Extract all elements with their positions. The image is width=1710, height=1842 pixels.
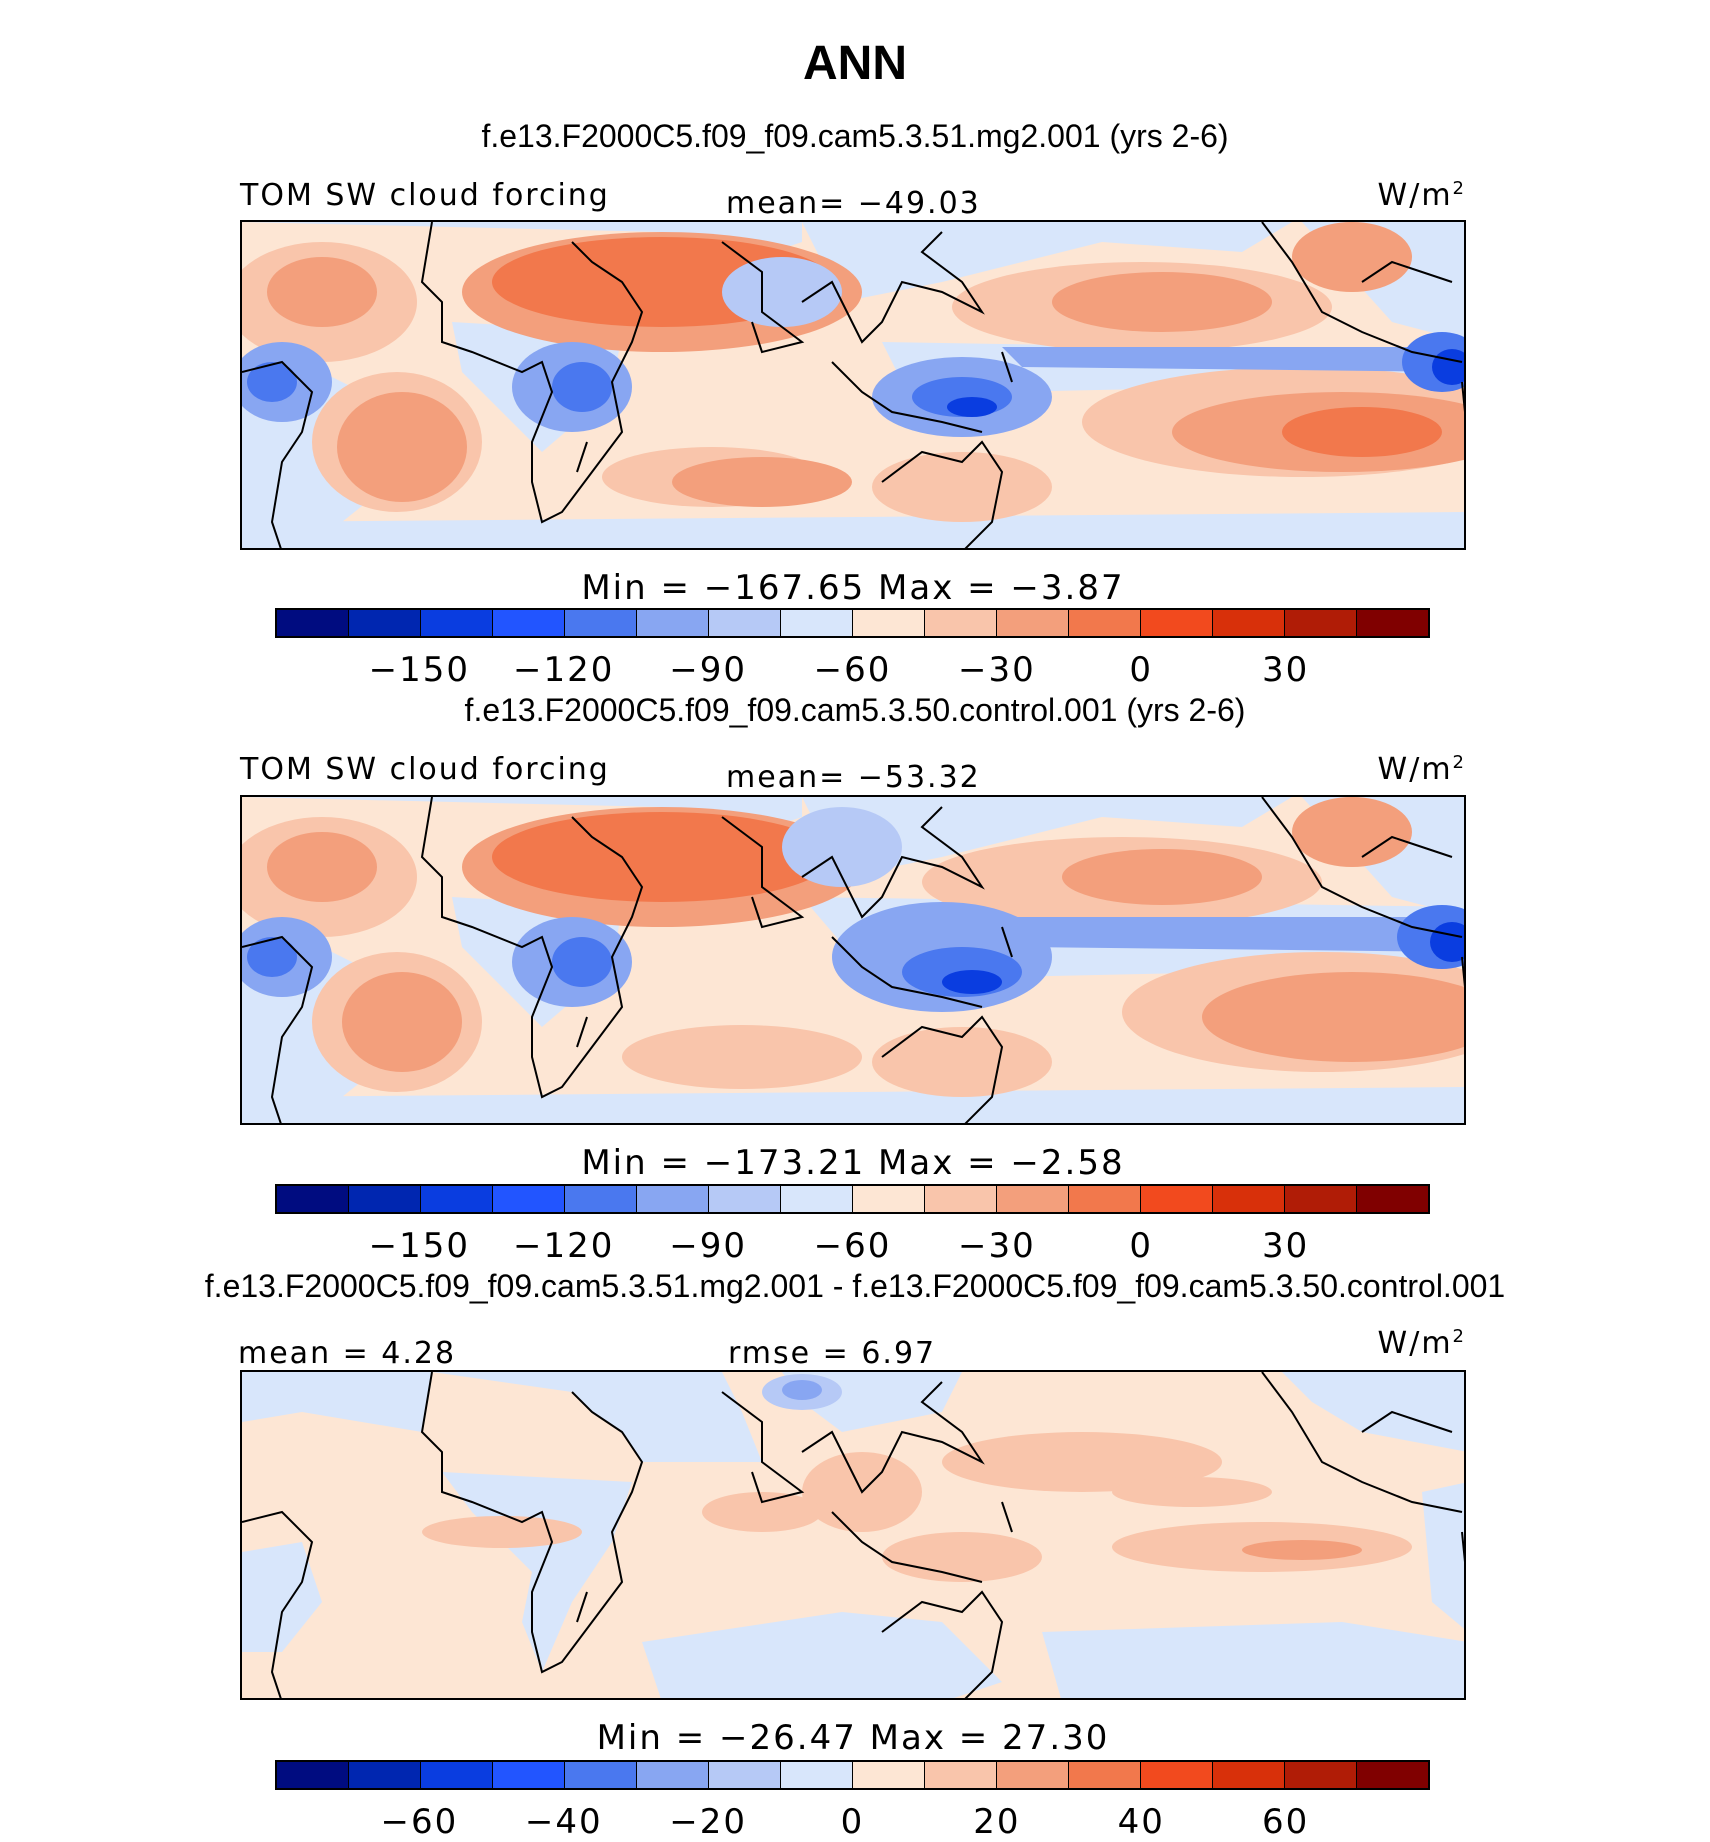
colorbar-tick-label: 0: [1129, 1226, 1154, 1266]
colorbar-tick-label: 60: [1261, 1802, 1310, 1842]
colorbar-swatch: [565, 1762, 637, 1788]
colorbar-swatch: [1285, 610, 1357, 636]
panel3-colorbar: [275, 1760, 1430, 1790]
colorbar-swatch: [1213, 1186, 1285, 1212]
colorbar-tick-label: −150: [368, 1226, 471, 1266]
colorbar-tick-label: 20: [973, 1802, 1021, 1842]
colorbar-swatch: [1357, 1186, 1428, 1212]
colorbar-tick-label: 40: [1117, 1802, 1165, 1842]
colorbar-swatch: [925, 1762, 997, 1788]
colorbar-swatch: [277, 1186, 349, 1212]
colorbar-swatch: [709, 1762, 781, 1788]
colorbar-swatch: [637, 610, 709, 636]
panel2-map: [240, 795, 1466, 1125]
colorbar-swatch: [349, 610, 421, 636]
panel3-units-label: W/m2: [1378, 1326, 1466, 1361]
panel1-minmax-label: Min = −167.65 Max = −3.87: [581, 568, 1125, 608]
colorbar-swatch: [349, 1762, 421, 1788]
colorbar-tick-label: −40: [524, 1802, 603, 1842]
colorbar-tick-label: −120: [513, 1226, 615, 1266]
panel1-units-base: W/m: [1377, 178, 1453, 213]
colorbar-swatch: [277, 1762, 349, 1788]
panel3-units-base: W/m: [1377, 1326, 1453, 1361]
colorbar-swatch: [1213, 610, 1285, 636]
panel3-rmse-label: rmse = 6.97: [728, 1336, 937, 1371]
panel3-minmax-label: Min = −26.47 Max = 27.30: [596, 1718, 1110, 1758]
panel1-map: [240, 220, 1466, 550]
colorbar-swatch: [1141, 610, 1213, 636]
colorbar-tick-label: −60: [813, 650, 892, 690]
colorbar-tick-label: 30: [1261, 650, 1310, 690]
panel3-case-title: f.e13.F2000C5.f09_f09.cam5.3.51.mg2.001 …: [204, 1268, 1506, 1304]
colorbar-swatch: [781, 1186, 853, 1212]
colorbar-swatch: [1213, 1762, 1285, 1788]
colorbar-swatch: [349, 1186, 421, 1212]
colorbar-tick-label: −60: [813, 1226, 892, 1266]
colorbar-tick-label: −90: [669, 650, 748, 690]
colorbar-swatch: [565, 1186, 637, 1212]
colorbar-swatch: [421, 1186, 493, 1212]
colorbar-tick-label: 0: [840, 1802, 865, 1842]
colorbar-swatch: [493, 1186, 565, 1212]
panel2-minmax-label: Min = −173.21 Max = −2.58: [581, 1143, 1125, 1183]
colorbar-swatch: [853, 1186, 925, 1212]
panel3-map: [240, 1370, 1466, 1700]
colorbar-swatch: [493, 610, 565, 636]
colorbar-tick-label: −90: [669, 1226, 748, 1266]
panel1-units-exp: 2: [1452, 178, 1466, 199]
colorbar-tick-label: −150: [368, 650, 471, 690]
colorbar-swatch: [1141, 1762, 1213, 1788]
panel1-variable-label: TOM SW cloud forcing: [240, 178, 610, 213]
colorbar-swatch: [853, 1762, 925, 1788]
colorbar-tick-label: −120: [513, 650, 615, 690]
panel2-mean-label: mean= −53.32: [726, 760, 981, 795]
colorbar-swatch: [637, 1186, 709, 1212]
colorbar-swatch: [421, 1762, 493, 1788]
colorbar-tick-label: −30: [957, 650, 1036, 690]
colorbar-swatch: [1285, 1762, 1357, 1788]
colorbar-tick-label: 30: [1261, 1226, 1310, 1266]
colorbar-swatch: [925, 610, 997, 636]
colorbar-swatch: [1285, 1186, 1357, 1212]
colorbar-swatch: [1141, 1186, 1213, 1212]
colorbar-swatch: [1069, 1762, 1141, 1788]
panel2-units-exp: 2: [1452, 752, 1466, 773]
colorbar-swatch: [853, 610, 925, 636]
panel2-colorbar: [275, 1184, 1430, 1214]
colorbar-tick-label: −20: [669, 1802, 748, 1842]
panel2-units-base: W/m: [1377, 752, 1453, 787]
colorbar-swatch: [1069, 610, 1141, 636]
colorbar-tick-label: −30: [957, 1226, 1036, 1266]
colorbar-tick-label: −60: [380, 1802, 459, 1842]
colorbar-swatch: [781, 1762, 853, 1788]
panel2-variable-label: TOM SW cloud forcing: [240, 752, 610, 787]
panel2-units-label: W/m2: [1378, 752, 1466, 787]
colorbar-swatch: [781, 610, 853, 636]
colorbar-swatch: [637, 1762, 709, 1788]
figure-title: ANN: [803, 37, 907, 90]
colorbar-swatch: [421, 610, 493, 636]
colorbar-swatch: [1357, 610, 1428, 636]
colorbar-swatch: [1069, 1186, 1141, 1212]
colorbar-swatch: [277, 610, 349, 636]
colorbar-swatch: [565, 610, 637, 636]
colorbar-swatch: [997, 1762, 1069, 1788]
panel1-units-label: W/m2: [1378, 178, 1466, 213]
panel1-case-title: f.e13.F2000C5.f09_f09.cam5.3.51.mg2.001 …: [481, 118, 1229, 154]
colorbar-swatch: [709, 610, 781, 636]
panel1-mean-label: mean= −49.03: [726, 186, 981, 221]
panel3-mean-label: mean = 4.28: [238, 1336, 457, 1371]
colorbar-swatch: [709, 1186, 781, 1212]
colorbar-swatch: [925, 1186, 997, 1212]
colorbar-swatch: [997, 1186, 1069, 1212]
panel2-case-title: f.e13.F2000C5.f09_f09.cam5.3.50.control.…: [464, 692, 1246, 728]
colorbar-swatch: [493, 1762, 565, 1788]
colorbar-swatch: [1357, 1762, 1428, 1788]
panel3-units-exp: 2: [1452, 1326, 1466, 1347]
colorbar-swatch: [997, 610, 1069, 636]
panel1-colorbar: [275, 608, 1430, 638]
colorbar-tick-label: 0: [1129, 650, 1154, 690]
